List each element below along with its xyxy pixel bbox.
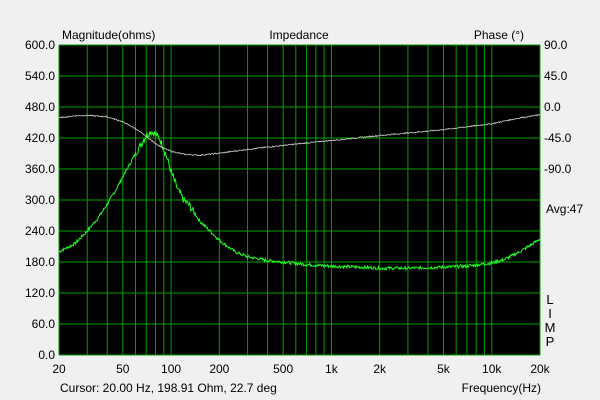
y-tick-label: 600.0 [25, 38, 55, 52]
grid-major [59, 44, 540, 356]
y-tick-label: 0.0 [38, 348, 55, 362]
phase-curve [58, 114, 541, 157]
x-tick-label: 1k [325, 362, 339, 376]
x-axis-title: Frequency(Hz) [462, 381, 541, 395]
y-tick-label: 540.0 [25, 69, 55, 83]
y2-tick-label: 90.0 [544, 38, 568, 52]
x-tick-label: 500 [273, 362, 293, 376]
avg-label: Avg:47 [546, 202, 583, 216]
chart-title: Impedance [269, 28, 329, 42]
y2-axis-title: Phase (°) [474, 28, 524, 42]
side-letter: L [546, 292, 553, 307]
cursor-readout: Cursor: 20.00 Hz, 198.91 Ohm, 22.7 deg [60, 381, 277, 395]
y2-tick-label: 0.0 [544, 100, 561, 114]
y-axis-left: 600.0 540.0 480.0 420.0 360.0 300.0 240.0 180.0… [25, 38, 55, 362]
x-tick-label: 50 [116, 362, 130, 376]
y-tick-label: 360.0 [25, 162, 55, 176]
y-tick-label: 120.0 [25, 286, 55, 300]
x-tick-label: 200 [209, 362, 229, 376]
magnitude-curve [58, 130, 541, 271]
side-letter: P [546, 334, 555, 349]
x-tick-label: 20 [52, 362, 66, 376]
y-tick-label: 60.0 [32, 317, 56, 331]
y2-tick-label: -45.0 [544, 131, 572, 145]
y-tick-label: 240.0 [25, 224, 55, 238]
side-letter: I [548, 306, 552, 321]
x-tick-label: 10k [482, 362, 502, 376]
y-tick-label: 480.0 [25, 100, 55, 114]
x-tick-label: 2k [373, 362, 387, 376]
y2-tick-label: 45.0 [544, 69, 568, 83]
y-tick-label: 420.0 [25, 131, 55, 145]
y-axis-right: 90.0 45.0 0.0 -45.0 -90.0 [544, 38, 572, 176]
y-axis-title: Magnitude(ohms) [62, 28, 155, 42]
x-tick-label: 20k [530, 362, 550, 376]
y-tick-label: 300.0 [25, 193, 55, 207]
side-letter: M [545, 320, 556, 335]
x-tick-label: 5k [437, 362, 451, 376]
series-layer [58, 114, 541, 271]
y2-tick-label: -90.0 [544, 162, 572, 176]
x-axis: 20 50 100 200 500 1k 2k 5k 10k 20k [52, 362, 550, 376]
x-tick-label: 100 [161, 362, 181, 376]
y-tick-label: 180.0 [25, 255, 55, 269]
